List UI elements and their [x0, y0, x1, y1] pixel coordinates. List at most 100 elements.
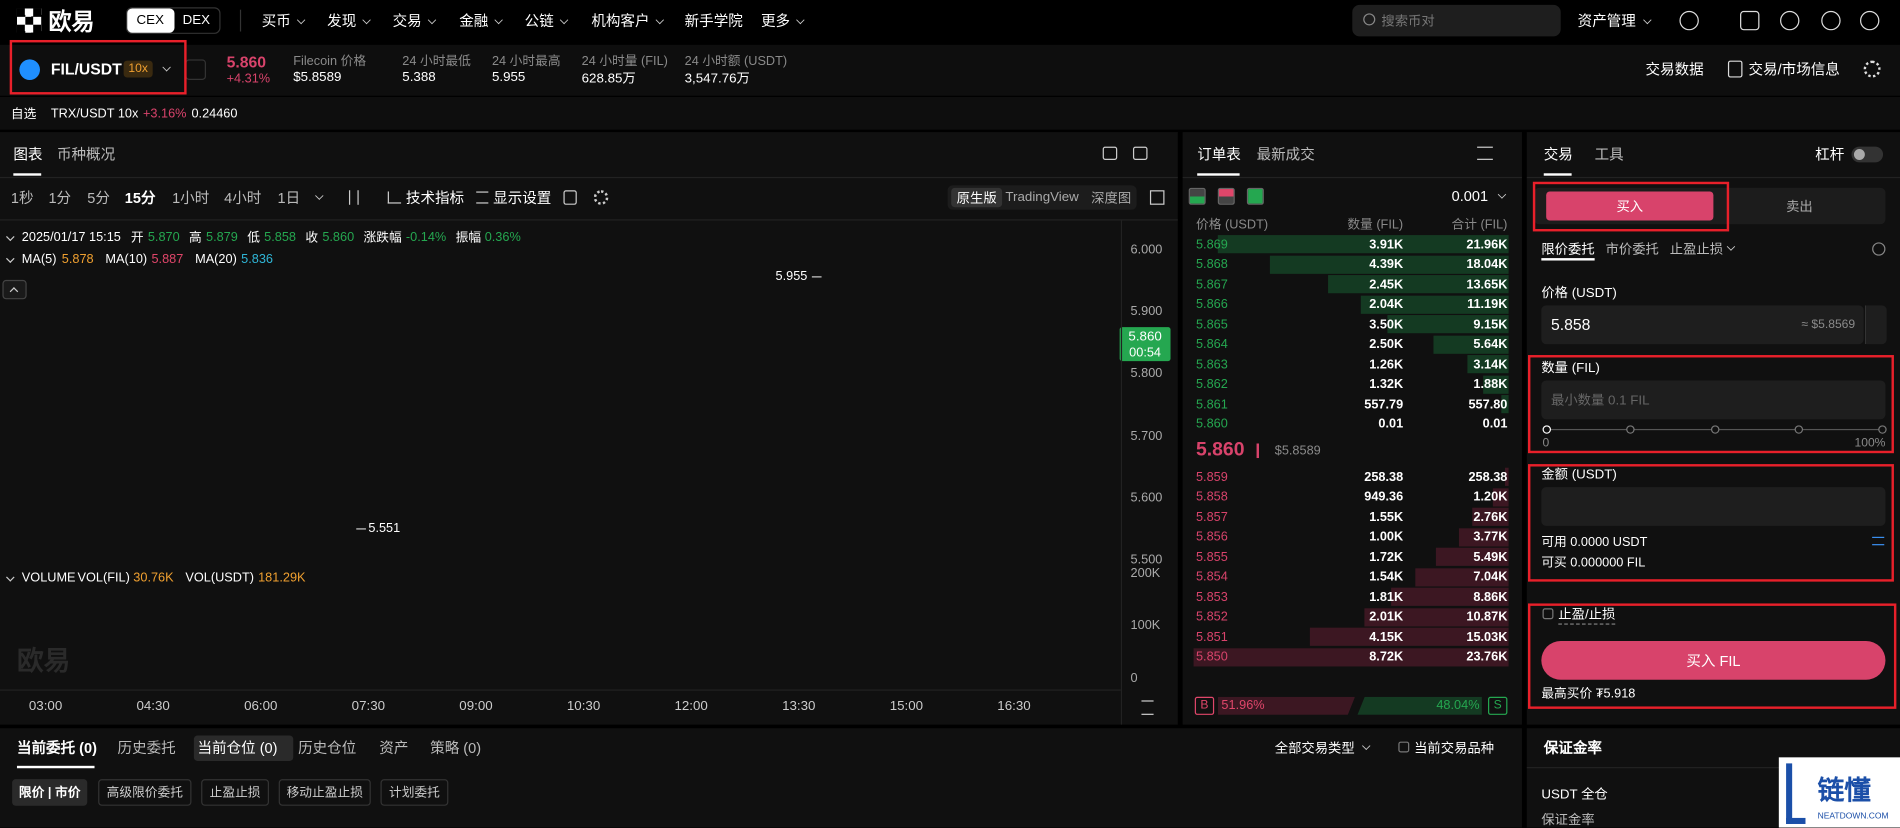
coin-icon	[19, 59, 40, 80]
nav-menu-item[interactable]: 新手学院	[684, 12, 743, 30]
book-settings-icon[interactable]	[1477, 146, 1493, 160]
book-view-icon[interactable]	[1246, 187, 1264, 205]
nav-icon[interactable]	[1821, 10, 1841, 31]
slider-stop[interactable]	[1710, 424, 1719, 434]
interval[interactable]: 5分	[87, 189, 110, 207]
view-tab[interactable]: TradingView	[1005, 190, 1079, 205]
depth-bar	[1364, 608, 1509, 627]
tpsl-checkbox[interactable]	[1542, 608, 1554, 620]
chart-icon[interactable]	[1132, 146, 1148, 160]
interval[interactable]: 1秒	[10, 189, 34, 207]
view-tab[interactable]: 深度图	[1091, 191, 1132, 206]
book-tab[interactable]: 订单表	[1197, 146, 1241, 163]
panel-divider	[1182, 176, 1522, 179]
chevron-icon	[427, 15, 437, 25]
tool-icon[interactable]	[593, 190, 609, 205]
nav-menu-item[interactable]: 机构客户	[591, 12, 650, 30]
orders-tab[interactable]: 当前委托 (0)	[16, 739, 97, 757]
orders-tab[interactable]: 资产	[379, 739, 409, 757]
interval[interactable]: 4小时	[224, 189, 262, 207]
x-tick-label: 09:00	[459, 699, 493, 714]
orders-tab[interactable]: 策略 (0)	[430, 739, 482, 757]
platform-tab[interactable]: DEX	[182, 13, 211, 28]
reset-icon[interactable]	[1141, 700, 1154, 715]
price-input[interactable]	[1541, 305, 1864, 345]
watermark-bg	[1778, 757, 1900, 828]
nav-menu-item[interactable]: 更多	[760, 12, 791, 30]
interval[interactable]: 1分	[48, 189, 72, 207]
x-axis-divider	[0, 689, 1121, 691]
buy-button[interactable]	[1546, 191, 1714, 221]
depth-bar	[1492, 487, 1509, 506]
order-type[interactable]: 市价委托	[1605, 242, 1659, 257]
nav-icon[interactable]	[1740, 10, 1760, 31]
nav-icon[interactable]	[1780, 10, 1800, 31]
slider-stop[interactable]	[1793, 424, 1803, 434]
interval[interactable]: 1日	[277, 189, 301, 207]
trade-tab[interactable]: 工具	[1594, 146, 1624, 163]
low-label: 5.551	[368, 521, 401, 536]
nav-icon[interactable]	[1860, 10, 1880, 31]
nav-menu-item[interactable]: 发现	[327, 12, 357, 30]
orders-tab[interactable]: 历史委托	[117, 739, 176, 757]
chart-icon[interactable]	[1102, 146, 1118, 160]
sell-side[interactable]: 卖出	[1786, 199, 1813, 215]
slider-stop[interactable]	[1625, 424, 1635, 434]
chart-tab[interactable]: 币种概况	[56, 146, 116, 163]
assets-menu[interactable]: 资产管理	[1577, 12, 1636, 30]
interval[interactable]: 15分	[124, 189, 156, 207]
watermark-site: NEATDOWN.COM	[1817, 812, 1889, 821]
orders-tab[interactable]: 历史仓位	[298, 739, 357, 757]
ma-label: MA(20)	[195, 252, 237, 267]
nav-menu-item[interactable]: 买币	[261, 12, 291, 30]
chart-tool[interactable]: 技术指标	[405, 189, 465, 207]
amount-input[interactable]	[1541, 487, 1886, 526]
interval[interactable]: 1小时	[172, 189, 210, 207]
nav-menu-item[interactable]: 金融	[459, 12, 489, 30]
order-filter[interactable]	[12, 779, 88, 806]
transfer-icon[interactable]	[1872, 536, 1885, 546]
current-checkbox[interactable]	[1398, 741, 1410, 753]
sell-tag: S	[1493, 698, 1502, 712]
favorite-star[interactable]	[185, 59, 206, 80]
platform-tab[interactable]: CEX	[136, 13, 164, 28]
book-view-icon[interactable]	[1217, 187, 1235, 205]
nav-menu-item[interactable]: 交易	[392, 12, 422, 30]
trade-tab[interactable]: 交易	[1543, 146, 1573, 163]
orders-tab[interactable]: 当前仓位 (0)	[197, 739, 278, 757]
book-price: 5.861	[1195, 397, 1228, 412]
book-tab[interactable]: 最新成交	[1256, 146, 1315, 163]
order-filter[interactable]	[98, 779, 192, 806]
nav-menu-item[interactable]: 公链	[524, 12, 554, 30]
nav-icon[interactable]	[1679, 10, 1699, 31]
chart-tab[interactable]: 图表	[13, 146, 43, 163]
y-tick-label: 5.600	[1130, 490, 1163, 506]
qty-input[interactable]	[1541, 380, 1886, 420]
chart-tool[interactable]: 显示设置	[493, 189, 552, 207]
book-view-icon[interactable]	[1188, 187, 1206, 205]
slider-stop[interactable]	[1541, 424, 1551, 434]
order-type[interactable]: 限价委托	[1541, 242, 1595, 257]
last-price-tag	[1119, 326, 1171, 361]
book-qty: 2.01K	[1369, 609, 1404, 625]
type-filter[interactable]: 全部交易类型	[1274, 741, 1355, 757]
book-price: 5.869	[1195, 236, 1228, 252]
order-filter[interactable]	[380, 779, 449, 806]
order-filter[interactable]	[201, 779, 270, 806]
order-filter[interactable]	[278, 779, 371, 806]
settings-icon[interactable]	[1863, 60, 1881, 78]
view-tab[interactable]: 原生版	[956, 191, 997, 206]
order-type[interactable]: 止盈止损	[1669, 242, 1724, 257]
expand-icon[interactable]	[1149, 190, 1165, 205]
tool-icon[interactable]	[563, 190, 577, 205]
submit-button[interactable]	[1541, 641, 1886, 680]
slider-stop[interactable]	[1877, 424, 1887, 434]
book-precision[interactable]: 0.001	[1451, 187, 1489, 205]
ticker-link[interactable]: 交易/市场信息	[1748, 61, 1840, 79]
annotation-box	[1532, 181, 1730, 232]
collapse-button[interactable]	[2, 279, 27, 300]
sell-tag-box	[1488, 696, 1508, 715]
ticker-link[interactable]: 交易数据	[1645, 61, 1704, 79]
price-stepper[interactable]	[1864, 305, 1887, 345]
